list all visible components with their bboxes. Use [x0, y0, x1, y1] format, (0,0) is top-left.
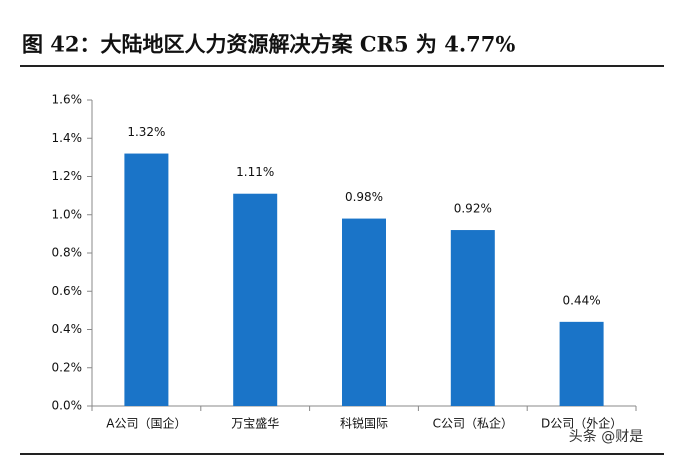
y-tick-label: 1.0% — [52, 207, 83, 221]
x-tick-label: D公司（外企） — [541, 416, 622, 431]
y-tick-label: 1.2% — [52, 169, 83, 183]
y-tick-label: 0.0% — [52, 399, 83, 413]
bar — [124, 153, 169, 406]
value-label: 1.11% — [236, 165, 274, 179]
y-tick-label: 0.8% — [52, 246, 83, 260]
x-tick-label: 科锐国际 — [340, 417, 388, 431]
y-tick-label: 0.4% — [52, 322, 83, 336]
y-tick-label: 1.4% — [52, 131, 83, 145]
value-label: 0.92% — [454, 202, 492, 216]
bar — [233, 193, 278, 406]
watermark: 头条 @财是 — [569, 428, 643, 445]
value-label: 0.98% — [345, 190, 383, 204]
x-tick-label: A公司（国企） — [106, 416, 186, 431]
x-tick-label: C公司（私企） — [433, 416, 513, 431]
bar — [450, 230, 495, 406]
y-tick-label: 0.2% — [52, 360, 83, 374]
value-label: 0.44% — [563, 293, 601, 307]
bar — [342, 218, 386, 406]
y-tick-label: 1.6% — [52, 93, 83, 107]
chart-title: 图 42：大陆地区人力资源解决方案 CR5 为 4.77% — [22, 32, 515, 57]
x-tick-label: 万宝盛华 — [231, 416, 279, 431]
y-tick-label: 0.6% — [52, 284, 83, 298]
bar — [559, 321, 604, 406]
value-label: 1.32% — [127, 125, 165, 139]
